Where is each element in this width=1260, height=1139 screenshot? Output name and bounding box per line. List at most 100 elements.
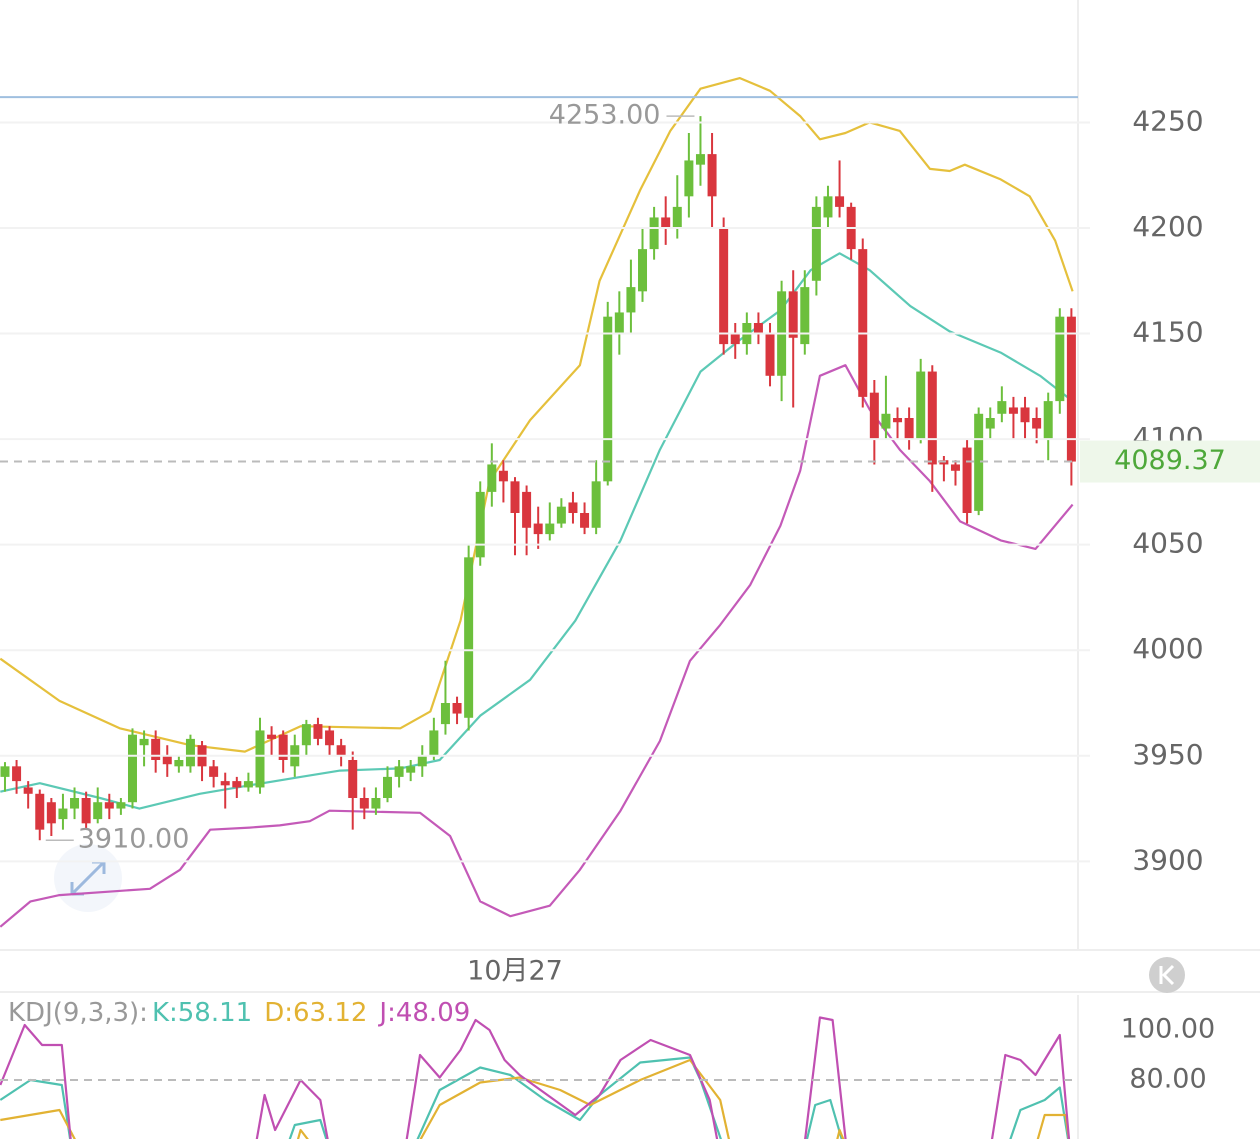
candle-body <box>429 730 439 756</box>
candle-body <box>220 781 230 786</box>
candle-body <box>1043 401 1053 440</box>
candle-body <box>12 766 22 782</box>
candle-body <box>626 287 636 313</box>
candle-body <box>116 802 126 809</box>
candle-body <box>707 154 717 197</box>
candle-body <box>81 798 91 824</box>
candle-body <box>591 481 601 528</box>
band-line <box>0 252 1074 810</box>
plot-area <box>0 77 1076 928</box>
candle-body <box>394 766 404 777</box>
legend-entry: K:58.11 <box>152 998 252 1028</box>
candle-body <box>904 418 914 440</box>
candle-body <box>985 418 995 429</box>
candle-body <box>46 802 56 824</box>
candle-body <box>452 703 462 714</box>
candle-body <box>139 738 149 746</box>
kdj-legend: KDJ(9,3,3): K:58.11 D:63.12 J:48.09 <box>8 998 470 1028</box>
candle-body <box>893 418 903 423</box>
candle-body <box>730 333 740 345</box>
candle-body <box>70 798 80 809</box>
candle-body <box>162 755 172 765</box>
candle-body <box>475 491 485 558</box>
candle-body <box>823 196 833 218</box>
kdj-line <box>0 1016 1071 1139</box>
candle-body <box>684 160 694 197</box>
candle-body <box>278 734 288 760</box>
candle-body <box>1055 316 1065 402</box>
y-tick-label: 80.00 <box>1129 1064 1206 1095</box>
y-tick-label: 3950 <box>1132 738 1203 771</box>
candle-body <box>545 523 555 535</box>
candle-body <box>568 502 578 513</box>
candle-body <box>1008 407 1018 414</box>
candle-body <box>313 724 323 739</box>
candle-body <box>580 513 590 528</box>
candle-body <box>533 523 543 535</box>
candle-body <box>301 724 311 746</box>
candle-body <box>104 802 114 809</box>
y-tick-label: 4000 <box>1132 632 1203 665</box>
candle-body <box>522 491 532 528</box>
candle-body <box>35 793 45 830</box>
candle-body <box>93 802 103 820</box>
candle-body <box>835 196 845 207</box>
candle-body <box>962 447 972 513</box>
candle-body <box>603 316 613 482</box>
legend-entry: J:48.09 <box>377 998 470 1028</box>
candle-body <box>151 738 161 760</box>
y-tick-label: 100.00 <box>1121 1014 1215 1045</box>
candle-body <box>1066 316 1076 462</box>
kdj-title: KDJ(9,3,3): <box>8 998 148 1028</box>
kdj-line <box>0 1056 1070 1139</box>
candle-body <box>1020 407 1030 423</box>
y-tick-label: 4050 <box>1132 527 1203 560</box>
reset-button[interactable] <box>1149 957 1185 993</box>
band-line <box>0 364 1074 928</box>
candle-body <box>336 745 346 756</box>
candle-body <box>916 371 926 440</box>
candle-body <box>243 781 253 788</box>
candle-body <box>406 766 416 773</box>
candle-body <box>800 287 810 345</box>
last-price-box <box>1080 440 1260 483</box>
candle-body <box>359 798 369 809</box>
candle-body <box>661 217 671 228</box>
candle-body <box>325 730 335 746</box>
candle-body <box>440 703 450 725</box>
candle-body <box>950 464 960 471</box>
candle-body <box>858 249 868 397</box>
candle-body <box>510 481 520 513</box>
candle-body <box>556 506 566 524</box>
candle-body <box>464 557 474 718</box>
y-tick-label: 3900 <box>1132 843 1203 876</box>
y-tick-label: 4150 <box>1132 316 1203 349</box>
candle-body <box>383 776 393 798</box>
candle-body <box>649 217 659 250</box>
candle-body <box>417 755 427 767</box>
legend-entry: D:63.12 <box>264 998 367 1028</box>
candle-body <box>127 734 137 803</box>
candle-body <box>267 734 277 739</box>
x-tick-label: 10月27 <box>467 956 563 987</box>
candle-body <box>0 766 10 777</box>
y-tick-label: 4250 <box>1132 104 1203 137</box>
candle-body <box>209 766 219 777</box>
kdj-line <box>0 1058 1070 1139</box>
plot-area <box>0 1016 1071 1139</box>
candle-body <box>672 206 682 228</box>
last-price-label: 4089.37 <box>1114 445 1226 476</box>
candle-body <box>371 798 381 809</box>
candle-body <box>1032 418 1042 429</box>
band-line <box>0 77 1074 753</box>
candle-body <box>869 392 879 440</box>
candle-body <box>881 413 891 429</box>
candle-body <box>719 228 729 345</box>
candle-body <box>765 333 775 376</box>
candle-body <box>997 401 1007 414</box>
candle-body <box>255 730 265 788</box>
annotation-label: 4253.00 <box>549 100 661 131</box>
candle-body <box>927 371 937 465</box>
